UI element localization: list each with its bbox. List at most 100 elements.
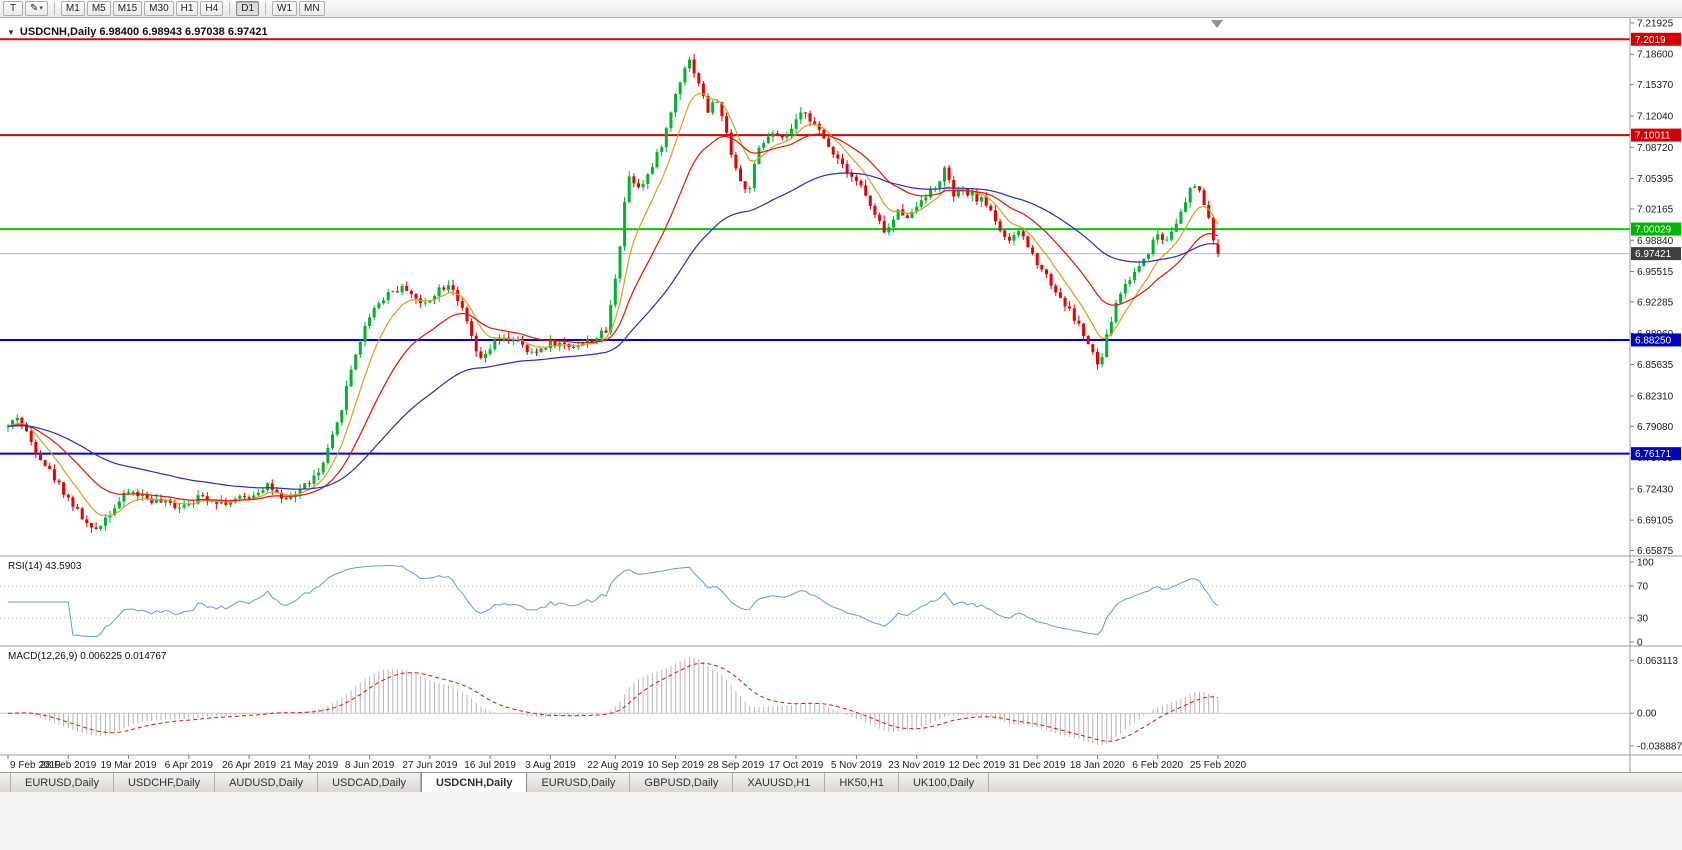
date-label: 26 Apr 2019	[222, 760, 276, 771]
macd-histogram	[12, 657, 1219, 746]
price-tick-label: 7.05395	[1637, 174, 1674, 185]
pointer-tool-button[interactable]: T	[3, 1, 23, 16]
date-label: 28 Feb 2019	[40, 760, 97, 771]
timeframe-button-m5[interactable]: M5	[86, 1, 111, 16]
svg-text:6.76171: 6.76171	[1635, 449, 1672, 460]
macd-scale-label: 0.00	[1637, 709, 1657, 720]
price-tick-label: 7.18600	[1637, 50, 1674, 61]
chart-tab-bar: EURUSD,Daily USDCHF,Daily AUDUSD,Daily USDC…	[0, 772, 1682, 792]
price-tick-label: 6.95515	[1637, 267, 1674, 278]
chart-shift-marker[interactable]	[1211, 20, 1223, 28]
date-label: 25 Feb 2020	[1190, 760, 1247, 771]
chart-tab-1-usdchf-daily[interactable]: USDCHF,Daily	[114, 773, 216, 792]
moving-average-8-line	[7, 92, 1219, 517]
chart-tab-4-usdcnh-daily[interactable]: USDCNH,Daily	[421, 773, 528, 792]
current-price-label: 6.97421	[1631, 247, 1681, 261]
draw-tool-button[interactable]: ✎ ▾	[25, 1, 48, 16]
collapse-arrow-icon[interactable]: ▼	[7, 27, 15, 37]
date-label: 6 Feb 2020	[1132, 760, 1183, 771]
chart-tab-0-eurusd-daily[interactable]: EURUSD,Daily	[10, 773, 114, 792]
date-label: 23 Nov 2019	[888, 760, 945, 771]
timeframe-button-mn[interactable]: MN	[299, 1, 325, 16]
date-label: 19 Mar 2019	[100, 760, 157, 771]
price-tick-label: 6.72430	[1637, 484, 1674, 495]
date-label: 9 Feb 2019	[10, 760, 61, 771]
date-label: 16 Jul 2019	[464, 760, 516, 771]
chart-header: ▼ USDCNH,Daily 6.98400 6.98943 6.97038 6…	[7, 26, 268, 38]
timeframe-button-m15[interactable]: M15	[112, 1, 143, 16]
date-label: 17 Oct 2019	[769, 760, 824, 771]
svg-text:6.97421: 6.97421	[1635, 249, 1672, 260]
date-label: 31 Dec 2019	[1009, 760, 1066, 771]
timeframe-button-h1[interactable]: H1	[175, 1, 199, 16]
price-tick-label: 6.79080	[1637, 422, 1674, 433]
price-scale[interactable]: 7.21925 7.18600 7.15370 7.12040 7.08720 7.053…	[1630, 18, 1681, 557]
price-tick-label: 6.92285	[1637, 297, 1674, 308]
candlestick-series	[6, 53, 1220, 533]
timeframe-group: M1 M5 M15 M30 H1 H4 D1 W1 MN	[60, 1, 325, 16]
timeframe-button-d1[interactable]: D1	[236, 1, 260, 16]
rsi-scale-label: 0	[1637, 638, 1643, 649]
timeframe-button-h4[interactable]: H4	[200, 1, 224, 16]
chart-symbol-ohlc: USDCNH,Daily 6.98400 6.98943 6.97038 6.9…	[19, 26, 268, 38]
price-tick-label: 6.98840	[1637, 236, 1674, 247]
rsi-scale-label: 30	[1637, 614, 1649, 625]
price-tick-label: 6.85635	[1637, 360, 1674, 371]
chart-background	[0, 18, 1682, 772]
price-label-6.88250: 6.88250	[1631, 333, 1681, 347]
window-bottom-filler	[0, 792, 1682, 850]
date-label: 12 Dec 2019	[949, 760, 1006, 771]
rsi-scale-label: 100	[1637, 558, 1654, 569]
timeframe-button-w1[interactable]: W1	[272, 1, 298, 16]
svg-text:6.88250: 6.88250	[1635, 335, 1672, 346]
date-label: 3 Aug 2019	[525, 760, 576, 771]
chart-tab-2-audusd-daily[interactable]: AUDUSD,Daily	[215, 773, 319, 792]
price-tick-label: 7.08720	[1637, 143, 1674, 154]
pencil-icon: ✎	[30, 2, 39, 14]
price-panel[interactable]	[0, 38, 1630, 533]
date-label: 21 May 2019	[280, 760, 338, 771]
toolbar: T ✎ ▾ M1 M5 M15 M30 H1 H4 D1 W1 MN	[0, 0, 1682, 18]
svg-text:7.00029: 7.00029	[1635, 225, 1672, 236]
date-label: 6 Apr 2019	[165, 760, 214, 771]
rsi-line	[8, 565, 1219, 638]
date-label: 22 Aug 2019	[587, 760, 644, 771]
chart-tab-7-xauusd-h1[interactable]: XAUUSD,H1	[733, 773, 826, 792]
moving-average-55-line	[7, 172, 1219, 490]
price-tick-label: 7.02165	[1637, 204, 1674, 215]
macd-scale-label: -0.038887	[1637, 741, 1682, 752]
macd-label: MACD(12,26,9) 0.006225 0.014767	[8, 651, 167, 662]
moving-average-21-line	[7, 133, 1219, 502]
price-tick-label: 6.69105	[1637, 516, 1674, 527]
price-label-7.2019: 7.2019	[1631, 32, 1681, 46]
date-label: 5 Nov 2019	[831, 760, 883, 771]
macd-signal-line	[8, 662, 1219, 742]
date-label: 28 Sep 2019	[707, 760, 764, 771]
chart-canvas[interactable]: 7.21925 7.18600 7.15370 7.12040 7.08720 7.053…	[0, 18, 1682, 772]
price-label-7.10011: 7.10011	[1631, 128, 1681, 142]
toolbar-separator	[265, 2, 267, 15]
chart-tab-3-usdcad-daily[interactable]: USDCAD,Daily	[318, 773, 422, 792]
date-label: 10 Sep 2019	[647, 760, 704, 771]
macd-scale-label: 0.063113	[1637, 656, 1678, 667]
price-label-6.76171: 6.76171	[1631, 447, 1681, 461]
rsi-label: RSI(14) 43.5903	[8, 561, 82, 572]
toolbar-separator	[229, 2, 231, 15]
date-label: 27 Jun 2019	[402, 760, 457, 771]
price-tick-label: 7.15370	[1637, 80, 1674, 91]
chart-tab-5-eurusd-daily[interactable]: EURUSD,Daily	[527, 773, 631, 792]
chart-tab-6-gbpusd-daily[interactable]: GBPUSD,Daily	[630, 773, 734, 792]
chart-tab-8-hk50-h1[interactable]: HK50,H1	[825, 773, 899, 792]
pointer-tool-icon: T	[9, 2, 17, 14]
chevron-down-icon: ▾	[39, 4, 43, 12]
rsi-scale-label: 70	[1637, 582, 1649, 593]
toolbar-separator	[53, 2, 55, 15]
timeframe-button-m1[interactable]: M1	[60, 1, 85, 16]
timeframe-button-m30[interactable]: M30	[144, 1, 174, 16]
price-tick-label: 7.21925	[1637, 18, 1674, 29]
chart-tab-9-uk100-daily[interactable]: UK100,Daily	[899, 773, 990, 792]
date-label: 18 Jan 2020	[1070, 760, 1125, 771]
price-tick-label: 6.82310	[1637, 391, 1674, 402]
date-label: 8 Jun 2019	[345, 760, 395, 771]
